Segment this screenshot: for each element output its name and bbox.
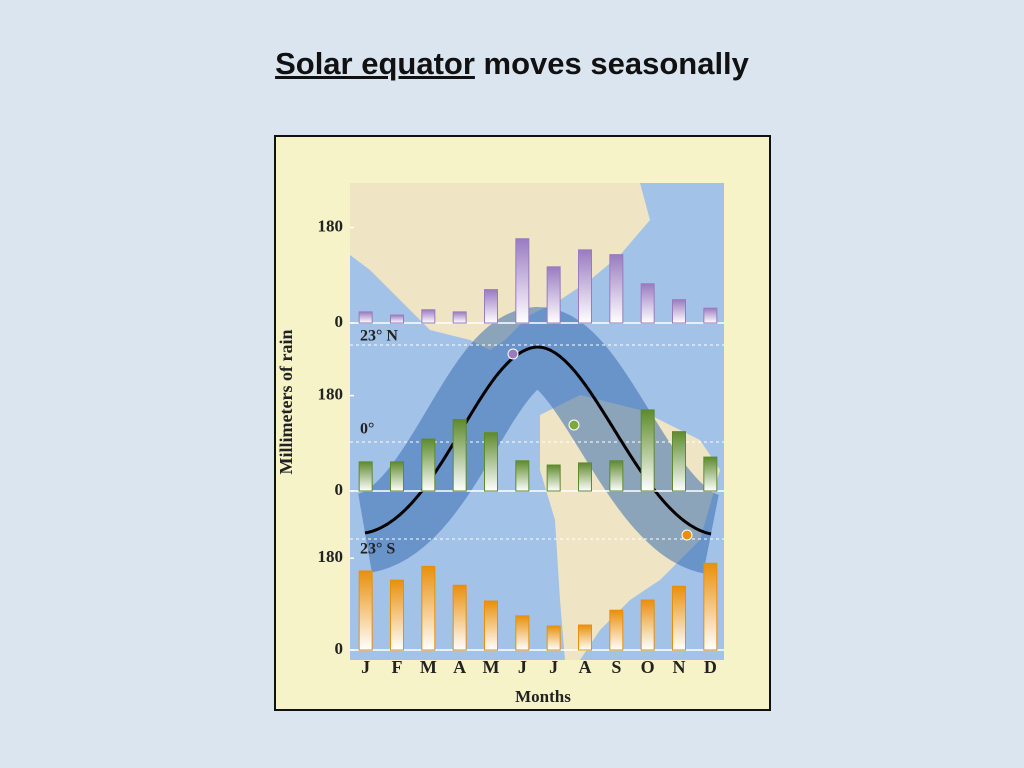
y-tick-label: 180 — [318, 217, 344, 236]
annotation: 23° N — [360, 328, 398, 345]
bar — [515, 238, 530, 324]
slide-title: Solar equator moves seasonally — [0, 46, 1024, 82]
map-north-america — [350, 183, 650, 350]
bar — [421, 438, 436, 492]
bar — [421, 309, 436, 324]
bar — [640, 409, 655, 492]
x-tick-label: A — [453, 657, 466, 677]
site-dot — [507, 348, 519, 360]
bar — [578, 624, 592, 651]
bar — [484, 432, 498, 492]
bar — [640, 599, 655, 651]
y-tick-label: 0 — [335, 480, 344, 499]
bar — [515, 460, 530, 492]
bar — [672, 431, 686, 492]
bar — [452, 311, 467, 324]
bar — [609, 254, 624, 324]
x-tick-label: M — [483, 657, 500, 677]
x-tick-label: A — [579, 657, 592, 677]
annotation: 23° S — [360, 541, 395, 558]
bar — [609, 609, 624, 651]
bar — [358, 570, 373, 651]
annotation: 0° — [360, 421, 374, 438]
bar — [358, 461, 373, 492]
bar — [672, 299, 686, 324]
bar — [546, 464, 561, 492]
title-underlined: Solar equator — [275, 46, 475, 81]
bar — [484, 289, 498, 324]
site-dot — [681, 529, 693, 541]
y-tick-label: 180 — [318, 385, 344, 404]
bar — [390, 314, 404, 324]
bar — [358, 311, 373, 324]
x-tick-label: J — [518, 657, 527, 677]
x-tick-label: N — [673, 657, 686, 677]
site-dot — [568, 419, 580, 431]
bar — [609, 460, 624, 492]
x-tick-label: F — [392, 657, 403, 677]
x-tick-label: M — [420, 657, 437, 677]
x-tick-label: O — [641, 657, 655, 677]
y-tick-label: 180 — [318, 547, 344, 566]
bar — [484, 600, 498, 651]
bar — [640, 283, 655, 324]
bar — [578, 249, 592, 324]
bar — [672, 585, 686, 651]
title-rest: moves seasonally — [483, 46, 749, 81]
y-tick-label: 0 — [335, 312, 344, 331]
x-tick-label: J — [549, 657, 558, 677]
bar — [703, 562, 718, 651]
x-tick-label: S — [611, 657, 621, 677]
bar — [578, 462, 592, 492]
bar — [515, 615, 530, 651]
x-tick-label: J — [361, 657, 370, 677]
x-axis-label: Months — [515, 687, 571, 706]
y-axis-label: Millimeters of rain — [276, 330, 296, 475]
bar — [390, 461, 404, 492]
bar — [703, 456, 718, 492]
bar — [703, 307, 718, 324]
bar — [452, 584, 467, 651]
x-tick-label: D — [704, 657, 717, 677]
bar — [452, 418, 467, 492]
bar — [421, 565, 436, 651]
bar — [546, 625, 561, 651]
y-tick-label: 0 — [335, 639, 344, 658]
bar — [546, 266, 561, 324]
bar — [390, 579, 404, 651]
